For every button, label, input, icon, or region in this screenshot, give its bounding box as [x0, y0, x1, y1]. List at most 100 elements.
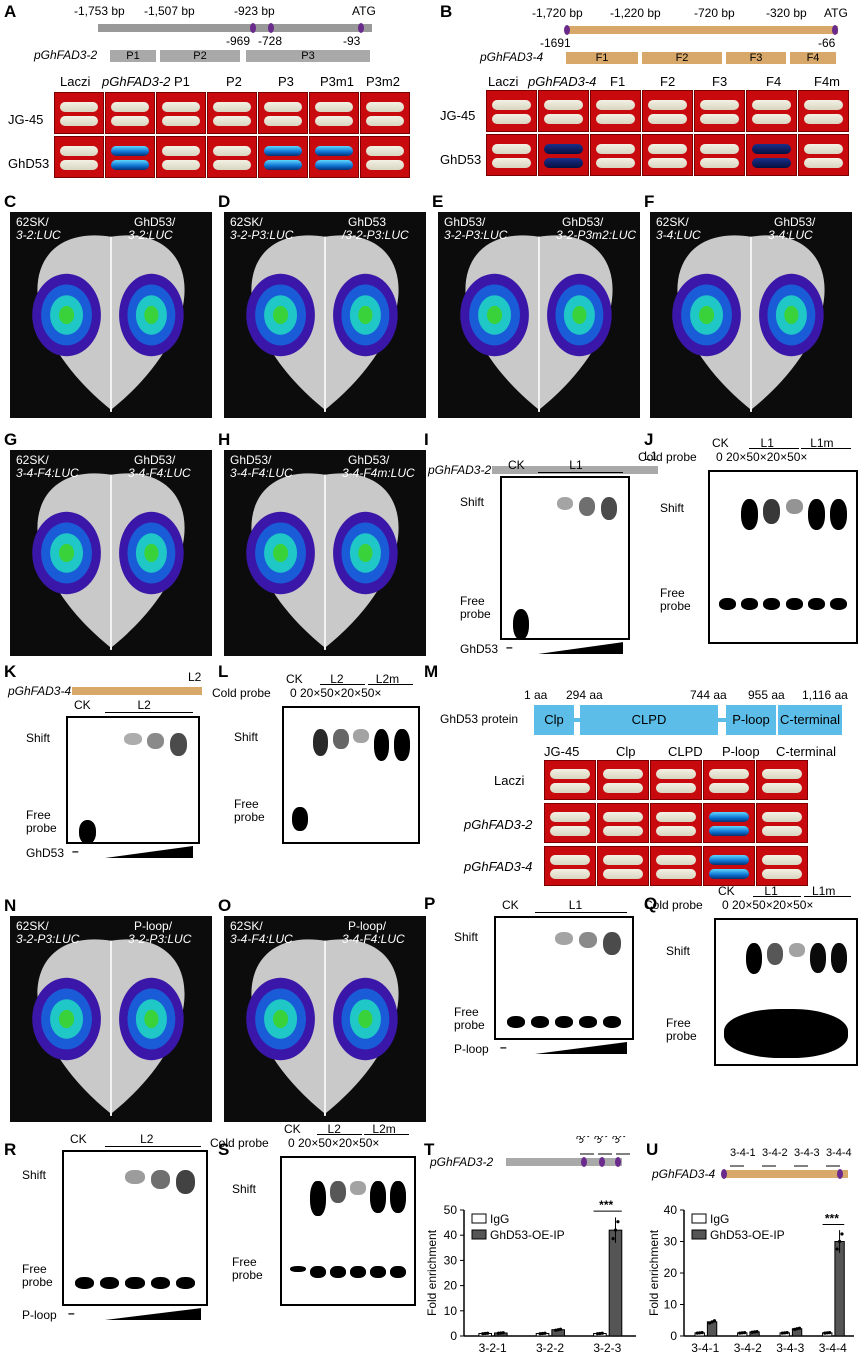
y-tick-label: 0	[450, 1329, 457, 1343]
leaf-image-h: GhD53/3-4-F4:LUC GhD53/3-4-F4m:LUC	[224, 450, 426, 656]
gel-band	[512, 609, 530, 641]
gel-band	[370, 1266, 386, 1279]
gel-minus-p: –	[500, 1040, 507, 1054]
chip-promoter-label: pGhFAD3-4	[651, 1167, 715, 1181]
colony	[263, 145, 303, 156]
gel-free1-r: Free	[22, 1262, 47, 1277]
gel-band	[150, 1276, 170, 1289]
panel-label-o: O	[218, 896, 232, 915]
yeast-spot-m-r1-c3	[650, 760, 702, 800]
wedge-shape	[534, 1042, 628, 1054]
gel-band	[353, 729, 369, 744]
yeast-spot-b-r2-c6	[746, 134, 797, 176]
yeast-spot-m-r3-c4	[703, 846, 755, 886]
colony	[656, 826, 696, 837]
legend-label: GhD53-OE-IP	[490, 1228, 565, 1242]
gel-band	[373, 729, 390, 761]
colony	[543, 99, 584, 110]
site-a-1	[250, 23, 256, 33]
gel-cold-l: Cold probe	[212, 686, 271, 700]
colony	[543, 158, 584, 169]
yeast-spot-m-r1-c2	[597, 760, 649, 800]
colony	[803, 99, 844, 110]
gel-free1-s: Free	[232, 1255, 257, 1270]
row-b-1: JG-45	[440, 108, 476, 123]
replicate-point	[835, 1247, 839, 1251]
gel-probe-mut-l: L2m	[375, 672, 400, 686]
luc-signal	[59, 1009, 75, 1029]
col-b-5: F3	[712, 74, 728, 89]
gel-band	[312, 729, 329, 756]
leaf-label-o-left2: 3-4-F4:LUC	[230, 932, 293, 946]
leaf-svg	[32, 473, 185, 650]
gel-i	[500, 476, 630, 641]
y-tick-label: 10	[444, 1304, 458, 1318]
site-a-3	[358, 23, 364, 33]
panel-label-q: Q	[644, 894, 658, 913]
site-b-1	[564, 25, 570, 35]
replicate-point	[499, 1331, 503, 1335]
fragment-f3: F3	[726, 52, 786, 64]
domain-ploop: P-loop	[726, 705, 776, 735]
yeast-spot-m-r3-c5	[756, 846, 808, 886]
leaf-label-g-left2: 3-4-F4:LUC	[16, 466, 79, 480]
leaf-label-h-right2: 3-4-F4m:LUC	[342, 466, 415, 480]
colony	[647, 114, 688, 125]
colony	[709, 855, 749, 866]
colony	[709, 869, 749, 880]
gel-free2-r: probe	[22, 1275, 53, 1290]
gel-probe-wt-l: L2	[330, 672, 344, 686]
colony	[550, 783, 590, 794]
colony	[491, 158, 532, 169]
lane-bracket	[803, 896, 852, 897]
yeast-spot-m-r3-c1	[544, 846, 596, 886]
leaf-label-h-right1: GhD53/	[348, 453, 390, 467]
luc-signal	[144, 305, 159, 325]
colony	[110, 116, 150, 127]
gel-band	[125, 1170, 145, 1185]
gel-shift-i: Shift	[460, 495, 485, 510]
gel-band	[578, 1016, 598, 1029]
colony	[803, 114, 844, 125]
panel-label-d: D	[218, 192, 231, 211]
colony	[314, 160, 354, 171]
legend-label: IgG	[710, 1212, 729, 1226]
gel-band	[169, 732, 188, 756]
replicate-point	[825, 1331, 829, 1335]
binding-site-dot	[615, 1157, 621, 1167]
yeast-spot-a-r2-c5	[258, 136, 308, 178]
panel-label-s: S	[218, 1140, 230, 1159]
binding-site-dot	[599, 1157, 605, 1167]
gel-band	[556, 497, 574, 511]
leaf-label-c-left1: 62SK/	[16, 215, 49, 229]
gel-band	[554, 1016, 574, 1029]
site-b-2	[832, 25, 838, 35]
leaf-image-c: 62SK/3-2:LUC GhD53/3-2:LUC	[10, 212, 212, 418]
panel-label-e: E	[432, 192, 444, 211]
replicate-point	[483, 1331, 487, 1336]
gel-lane-r: L2	[140, 1132, 154, 1146]
gel-ck-l: CK	[286, 672, 303, 686]
col-a-3: P1	[174, 74, 190, 89]
colony	[699, 143, 740, 154]
colony	[762, 826, 802, 837]
gel-band	[785, 597, 803, 610]
leaf-svg	[32, 235, 185, 412]
leaf-label-o-right1: P-loop/	[348, 919, 387, 933]
gel-band	[808, 499, 825, 531]
yeast-spot-m-r2-c2	[597, 803, 649, 843]
replicate-point	[486, 1331, 490, 1335]
col-a-4: P2	[226, 74, 242, 89]
gel-band	[78, 819, 97, 844]
gel-band	[124, 732, 142, 745]
colony	[709, 812, 749, 823]
colony	[595, 158, 636, 169]
colony	[365, 145, 405, 156]
luc-signal	[358, 305, 373, 325]
leaf-label-n-left1: 62SK/	[16, 919, 49, 933]
lpos-a-3: -93	[343, 34, 361, 48]
luc-signal	[273, 543, 289, 563]
colony	[543, 114, 584, 125]
colony	[161, 145, 201, 156]
colony	[550, 812, 590, 823]
